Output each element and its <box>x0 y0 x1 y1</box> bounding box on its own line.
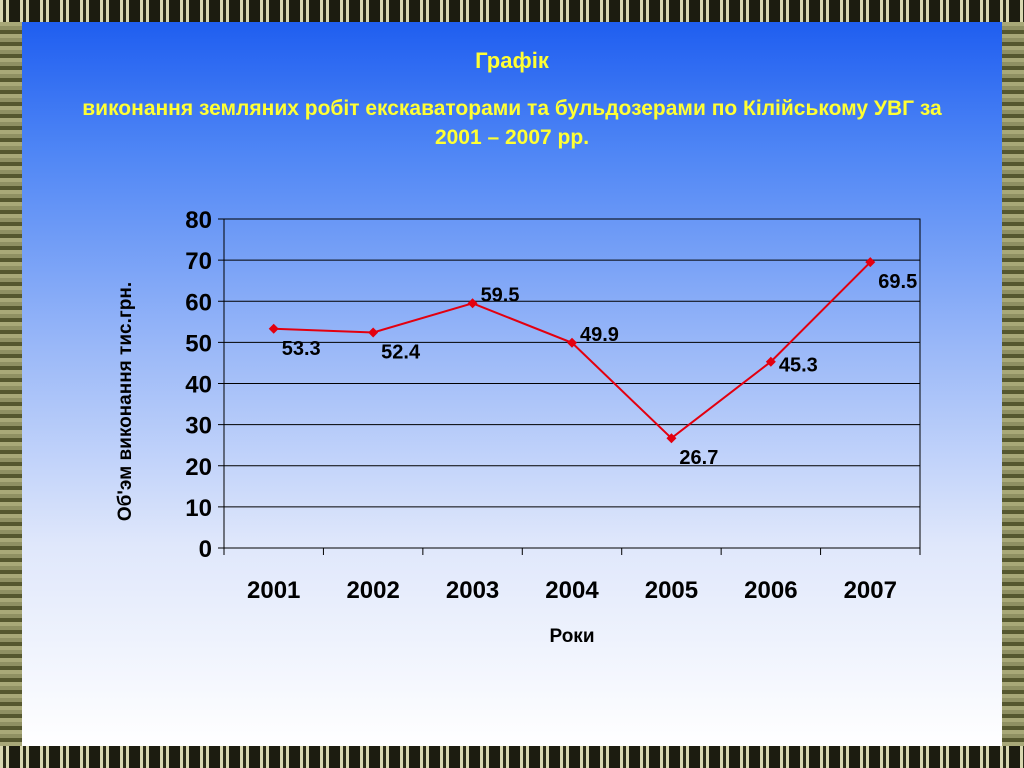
data-label: 45.3 <box>779 355 818 377</box>
data-point-marker <box>467 298 478 309</box>
y-tick-label: 20 <box>185 454 212 481</box>
data-point-marker <box>765 356 776 367</box>
decorative-border-bottom <box>0 746 1024 768</box>
decorative-border-right <box>1002 22 1024 746</box>
y-tick-label: 60 <box>185 289 212 316</box>
x-tick-label: 2003 <box>446 577 499 604</box>
x-tick-label: 2007 <box>844 577 897 604</box>
gridlines <box>224 259 920 508</box>
data-label: 69.5 <box>878 271 917 293</box>
data-label: 26.7 <box>679 447 718 469</box>
data-point-marker <box>368 327 379 338</box>
y-tick-label: 50 <box>185 330 212 357</box>
y-tick-label: 0 <box>199 536 212 563</box>
y-tick-label: 40 <box>185 372 212 399</box>
chart-subtitle: виконання земляних робіт екскаваторами т… <box>82 97 942 149</box>
chart-title: Графік <box>475 48 549 73</box>
x-tick-label: 2006 <box>744 577 797 604</box>
x-tick-label: 2002 <box>346 577 399 604</box>
data-point-marker <box>865 257 876 268</box>
y-tick-label: 30 <box>185 413 212 440</box>
series-line: 53.3 52.4 59.5 49.9 26.7 45.3 69.5 <box>268 257 917 469</box>
x-tick-label: 2004 <box>545 577 599 604</box>
y-axis-title: Об'эм виконання тис.грн. <box>115 282 136 521</box>
x-axis: 2001 2002 2003 2004 2005 2006 2007 <box>223 548 921 604</box>
data-point-marker <box>666 433 677 444</box>
x-axis-title: Роки <box>550 626 595 647</box>
data-point-marker <box>567 337 577 348</box>
series-polyline <box>273 261 871 440</box>
data-point-marker <box>268 323 279 334</box>
x-tick-label: 2005 <box>645 577 698 604</box>
data-label: 49.9 <box>580 324 619 346</box>
y-tick-label: 80 <box>185 207 212 234</box>
decorative-border-left <box>0 22 22 746</box>
y-tick-label: 10 <box>185 495 212 522</box>
y-axis: 0 10 20 30 40 50 60 70 80 <box>185 207 224 563</box>
data-label: 53.3 <box>282 338 321 360</box>
y-tick-label: 70 <box>185 248 212 275</box>
data-label: 52.4 <box>381 342 421 364</box>
x-tick-label: 2001 <box>247 577 300 604</box>
data-label: 59.5 <box>481 284 520 306</box>
decorative-border-top <box>0 0 1024 22</box>
